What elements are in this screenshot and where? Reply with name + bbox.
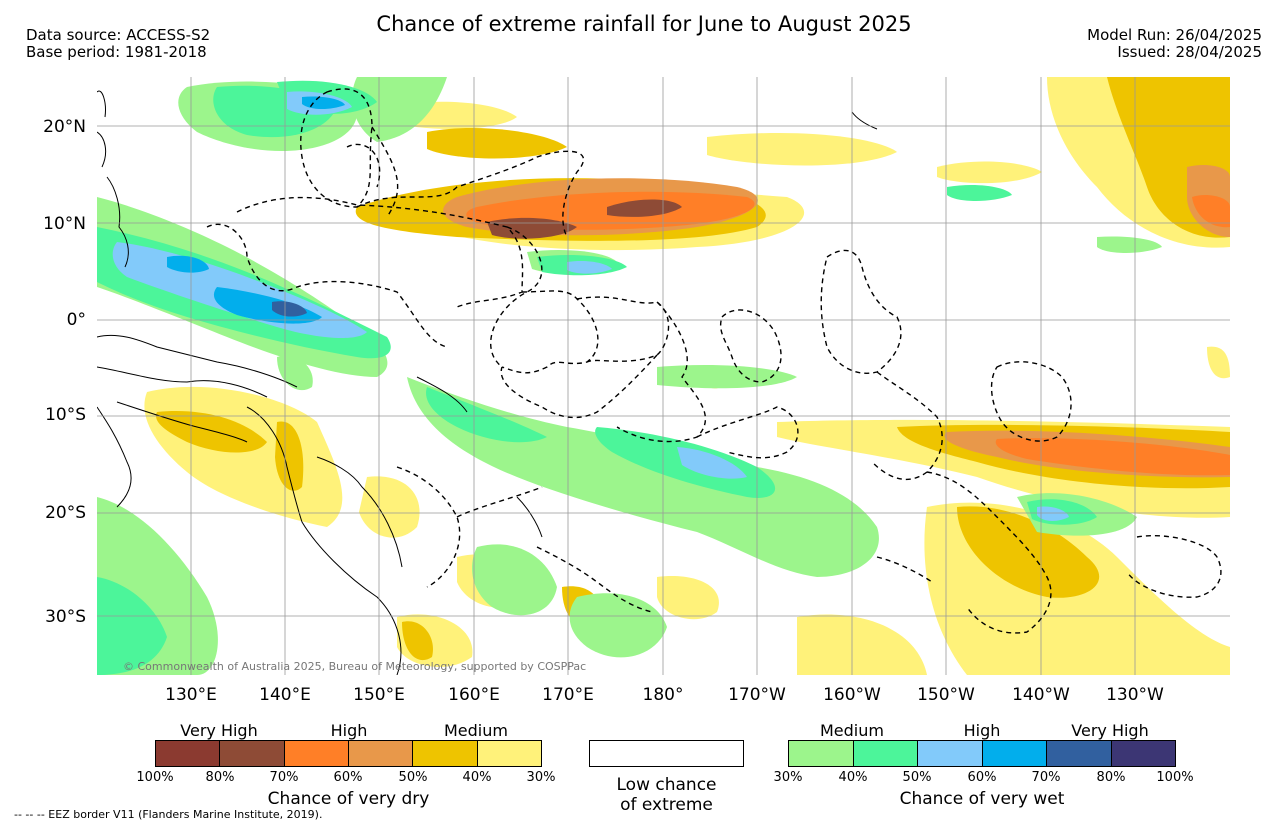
- neutral-swatch: [589, 740, 744, 767]
- wet-tick: 100%: [1156, 770, 1194, 785]
- wet-colorbar: [788, 740, 1176, 767]
- lon-label-140e: 140°E: [259, 685, 311, 705]
- dry-category-medium: Medium: [444, 721, 508, 740]
- wet-category-medium: Medium: [820, 721, 884, 740]
- wet-category-very-high: Very High: [1071, 721, 1149, 740]
- wet-tick: 60%: [967, 770, 997, 785]
- copyright-notice: © Commonwealth of Australia 2025, Bureau…: [123, 660, 587, 673]
- map-title: Chance of extreme rainfall for June to A…: [376, 12, 912, 36]
- dry-tick: 100%: [136, 770, 174, 785]
- lat-label-0: 0°: [66, 310, 86, 330]
- wet-tick: 80%: [1096, 770, 1126, 785]
- lon-label-140w: 140°W: [1012, 685, 1070, 705]
- wet-70-80-areas: [272, 301, 307, 317]
- dry-caption: Chance of very dry: [267, 789, 430, 809]
- lat-label-10s: 10°S: [45, 405, 86, 425]
- wet-tick: 70%: [1031, 770, 1061, 785]
- data-source: Data source: ACCESS-S2: [26, 26, 211, 44]
- lon-label-150w: 150°W: [917, 685, 975, 705]
- dry-tick: 30%: [526, 770, 556, 785]
- lon-label-170e: 170°E: [542, 685, 594, 705]
- wet-caption: Chance of very wet: [899, 789, 1065, 809]
- lat-label-20s: 20°S: [45, 503, 86, 523]
- eez-footnote: -- -- -- EEZ border V11 (Flanders Marine…: [14, 808, 323, 821]
- dry-swatch-80-100: [156, 741, 221, 766]
- lat-label-30s: 30°S: [45, 607, 86, 627]
- eez-borders: [206, 88, 1222, 634]
- lon-label-150e: 150°E: [353, 685, 405, 705]
- dry-colorbar: [155, 740, 542, 767]
- wet-swatch-80-100: [1111, 741, 1175, 766]
- coastlines: [97, 90, 878, 675]
- neutral-caption-line1: Low chance: [616, 775, 717, 795]
- lon-label-130w: 130°W: [1106, 685, 1164, 705]
- dry-tick: 60%: [333, 770, 363, 785]
- graticule: [97, 77, 1230, 675]
- issued-date: Issued: 28/04/2025: [1117, 43, 1262, 61]
- lat-label-20n: 20°N: [43, 117, 86, 137]
- base-period: Base period: 1981-2018: [26, 43, 207, 61]
- wet-swatch-40-50: [853, 741, 918, 766]
- wet-swatch-50-60: [918, 741, 983, 766]
- dry-swatch-40-50: [413, 741, 478, 766]
- lon-label-170w: 170°W: [728, 685, 786, 705]
- rainfall-map: © Commonwealth of Australia 2025, Bureau…: [97, 77, 1230, 675]
- map-canvas: [97, 77, 1230, 675]
- dry-tick: 50%: [398, 770, 428, 785]
- wet-category-high: High: [963, 721, 1001, 740]
- dry-tick: 80%: [205, 770, 235, 785]
- lon-label-160e: 160°E: [448, 685, 500, 705]
- wet-tick: 40%: [838, 770, 868, 785]
- lon-label-130e: 130°E: [165, 685, 217, 705]
- model-run: Model Run: 26/04/2025: [1087, 26, 1262, 44]
- neutral-caption-line2: of extreme: [620, 795, 713, 815]
- wet-swatch-60-70: [982, 741, 1047, 766]
- wet-tick: 30%: [773, 770, 803, 785]
- wet-swatch-70-80: [1047, 741, 1112, 766]
- lon-label-160w: 160°W: [823, 685, 881, 705]
- lat-label-10n: 10°N: [43, 214, 86, 234]
- dry-category-high: High: [330, 721, 368, 740]
- dry-swatch-50-60: [348, 741, 414, 766]
- lon-label-180: 180°: [642, 685, 684, 705]
- dry-category-very-high: Very High: [180, 721, 258, 740]
- dry-tick: 40%: [462, 770, 492, 785]
- dry-swatch-30-40: [477, 741, 541, 766]
- dry-swatch-70-80: [220, 741, 285, 766]
- dry-swatch-60-70: [284, 741, 349, 766]
- wet-tick: 50%: [902, 770, 932, 785]
- dry-tick: 70%: [269, 770, 299, 785]
- wet-swatch-30-40: [789, 741, 854, 766]
